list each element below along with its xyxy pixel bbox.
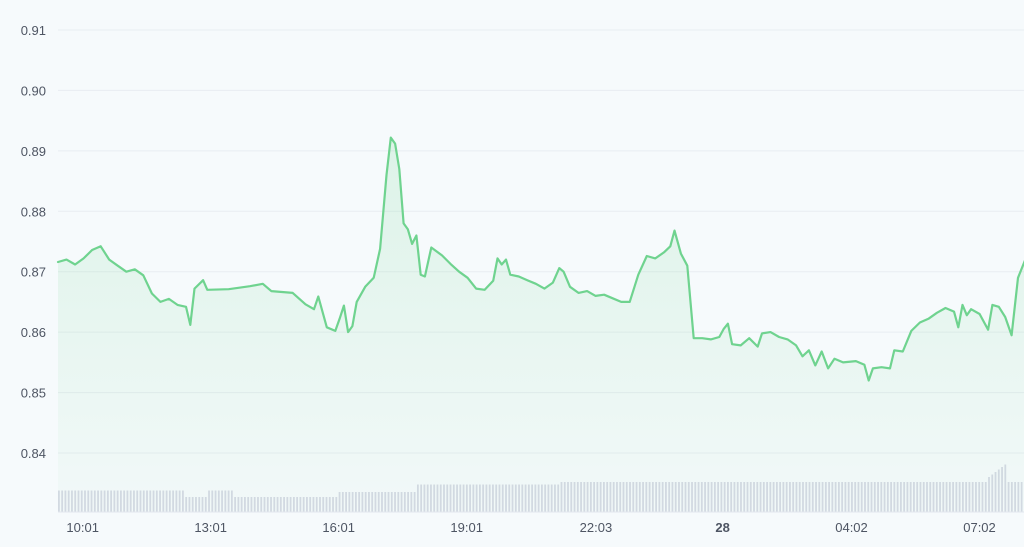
price-line-path — [56, 136, 1024, 382]
y-tick-label: 0.85 — [21, 386, 46, 401]
price-line — [56, 136, 1024, 382]
y-tick-label: 0.90 — [21, 83, 46, 98]
x-axis: 10:01 13:01 16:01 19:01 22:03 28 04:02 07:02 — [58, 511, 1024, 535]
x-tick-label: 04:02 — [835, 520, 868, 535]
y-tick-label: 0.87 — [21, 265, 46, 280]
x-tick-label: 16:01 — [322, 520, 355, 535]
y-tick-label: 0.89 — [21, 144, 46, 159]
x-tick-label: 28 — [715, 520, 729, 535]
x-tick-label: 13:01 — [194, 520, 227, 535]
y-tick-label: 0.91 — [21, 23, 46, 38]
x-tick-label: 19:01 — [450, 520, 483, 535]
y-tick-label: 0.84 — [21, 446, 46, 461]
y-tick-label: 0.88 — [21, 204, 46, 219]
x-tick-label: 22:03 — [580, 520, 613, 535]
price-area-fill — [58, 137, 1024, 512]
y-axis: 0.84 0.85 0.86 0.87 0.88 0.89 0.90 0.91 — [21, 23, 46, 461]
price-area — [58, 137, 1024, 512]
x-tick-label: 10:01 — [66, 520, 99, 535]
x-tick-label: 07:02 — [963, 520, 996, 535]
y-tick-label: 0.86 — [21, 325, 46, 340]
